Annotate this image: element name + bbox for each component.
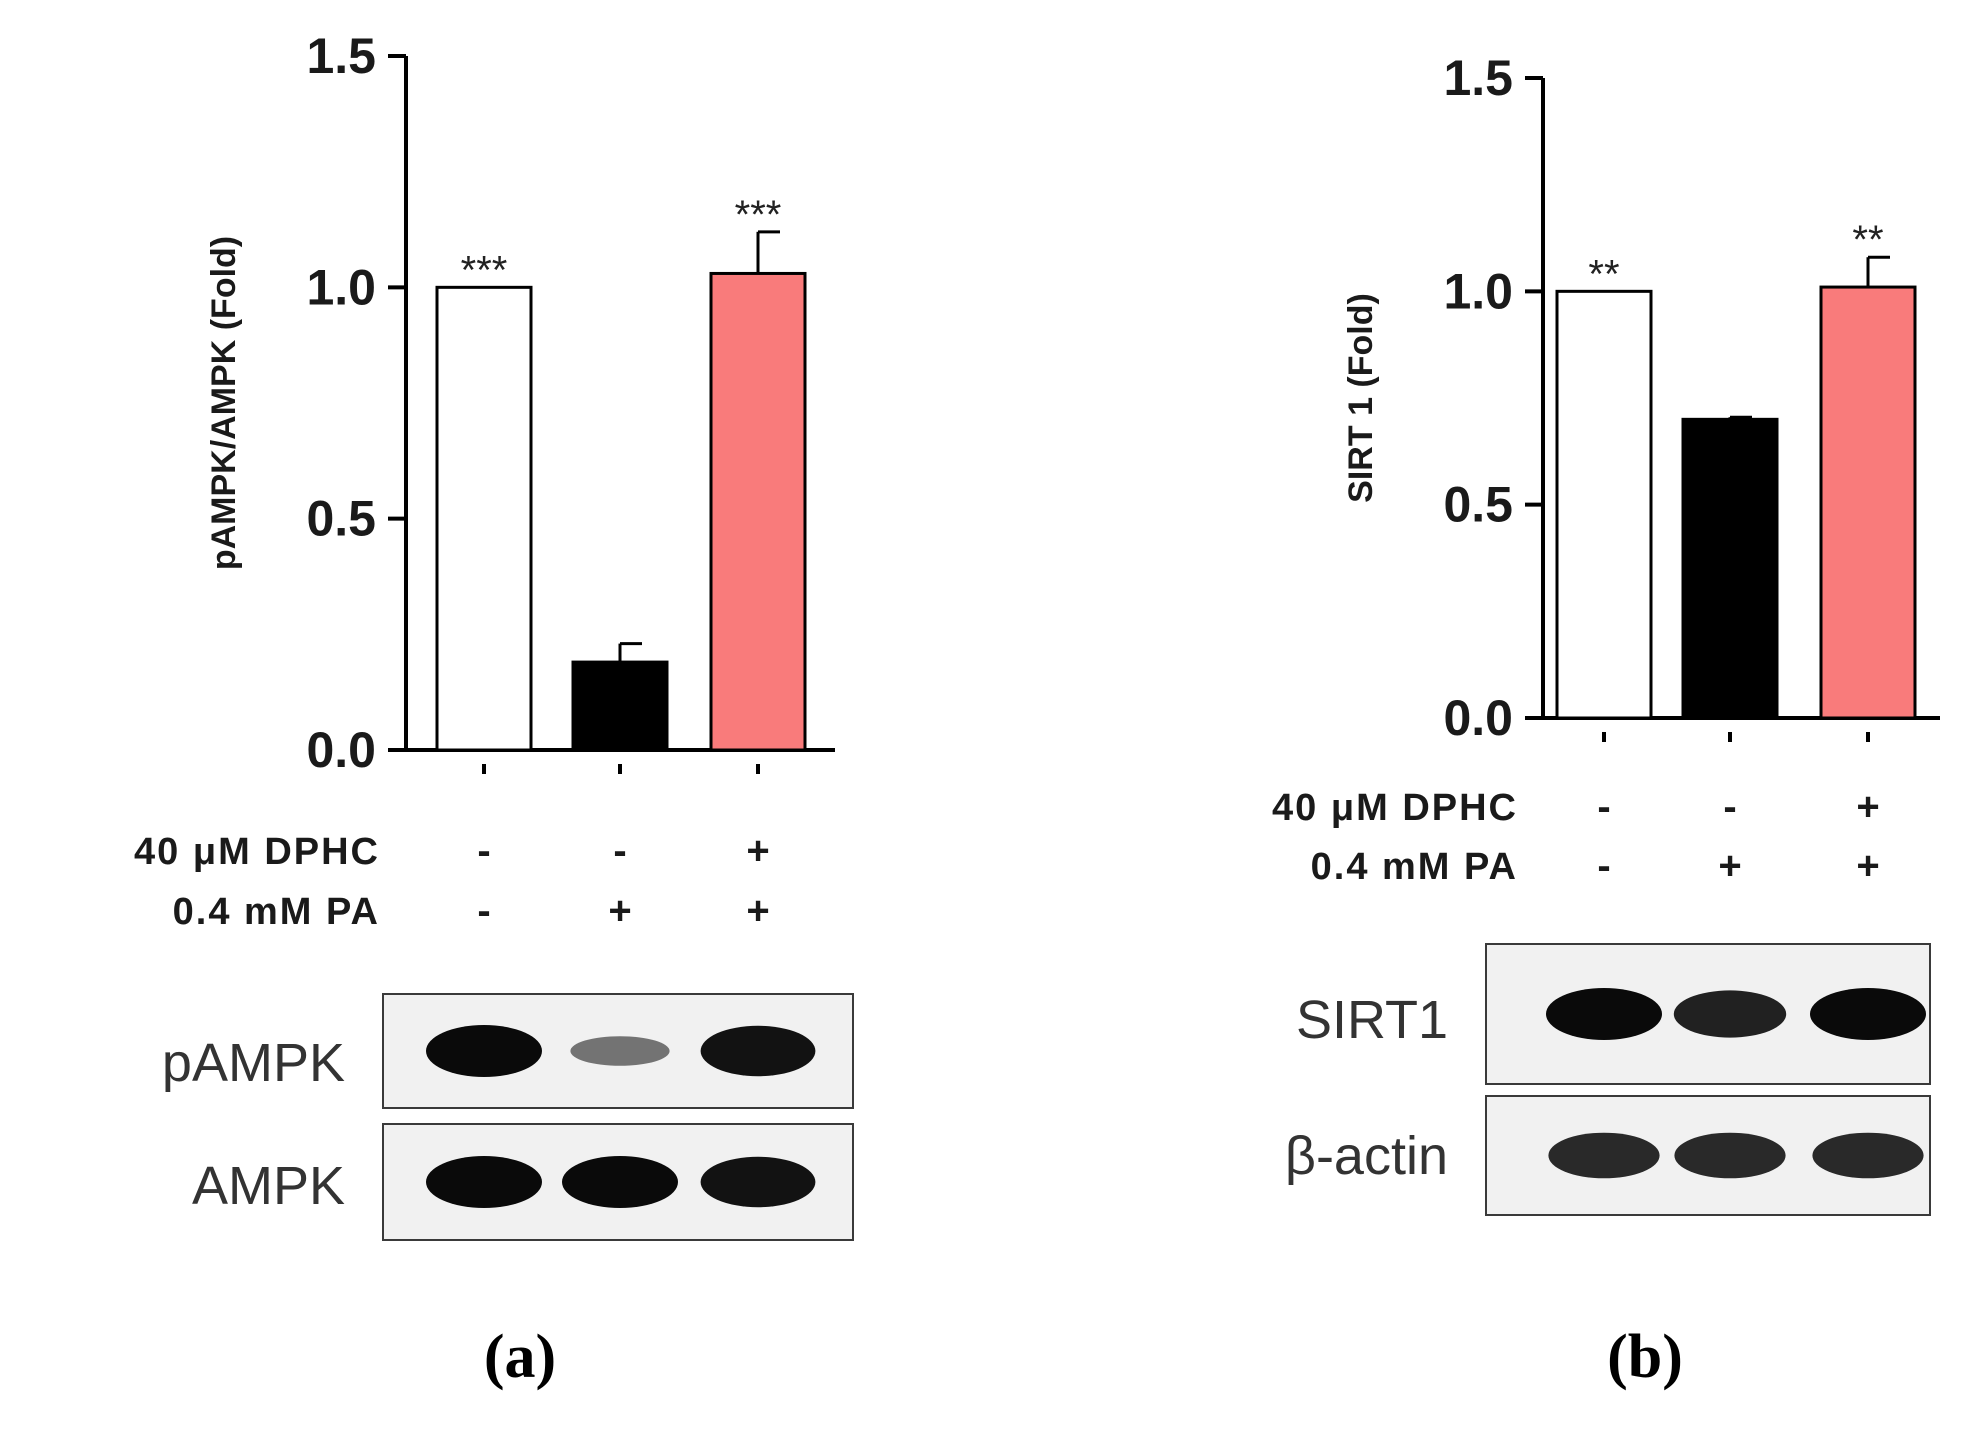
treatment-label: 40 μM DPHC	[134, 831, 380, 873]
significance-label: ***	[461, 248, 508, 292]
panel-b: 0.0 0.5 1.0 1.5 SIRT 1 (Fold) ** ** 40 μM DPHC -…	[1272, 50, 1940, 1391]
treatment-mark: +	[746, 889, 769, 933]
blot-band	[562, 1156, 678, 1208]
y-tick-label: 1.0	[1443, 263, 1513, 319]
blot-label: SIRT1	[1296, 990, 1448, 1050]
blot-band	[700, 1156, 816, 1208]
treatment-mark: +	[608, 889, 631, 933]
treatment-mark: +	[746, 829, 769, 873]
significance-label: **	[1852, 218, 1883, 262]
treatment-mark: +	[1718, 844, 1741, 888]
y-axis-title: pAMPK/AMPK (Fold)	[205, 236, 243, 570]
significance-label: ***	[735, 193, 782, 237]
bar	[571, 660, 669, 752]
panel-label: (b)	[1607, 1323, 1683, 1391]
treatment-label: 0.4 mM PA	[173, 891, 380, 933]
blot-band	[700, 1025, 816, 1077]
blot-band	[570, 1036, 670, 1066]
bar	[709, 271, 807, 752]
panel-label: (a)	[484, 1323, 556, 1391]
y-tick-label: 1.5	[1443, 50, 1513, 106]
panel-a: 0.0 0.5 1.0 1.5 pAMPK/AMPK (Fold) *** *** 40 μM…	[134, 28, 854, 1391]
treatment-mark: +	[1856, 785, 1879, 829]
blot-band	[1810, 988, 1926, 1040]
treatment-mark: -	[1597, 785, 1610, 829]
y-tick-label: 0.0	[1443, 690, 1513, 746]
y-tick-label: 0.5	[306, 491, 376, 547]
treatment-mark: -	[477, 829, 490, 873]
blot-band	[1546, 988, 1662, 1040]
y-tick-label: 0.5	[1443, 477, 1513, 533]
treatment-mark: -	[1597, 844, 1610, 888]
treatment-label: 40 μM DPHC	[1272, 787, 1518, 829]
blot-band	[426, 1025, 542, 1077]
y-tick-label: 1.5	[306, 28, 376, 84]
treatment-mark: -	[477, 889, 490, 933]
blot-label: β-actin	[1285, 1126, 1448, 1186]
bar	[435, 285, 533, 752]
blot-band	[426, 1156, 542, 1208]
blot-band	[1674, 1132, 1786, 1179]
bar	[1681, 417, 1779, 720]
treatment-mark: -	[613, 829, 626, 873]
blot-label: AMPK	[192, 1156, 345, 1216]
treatment-mark: -	[1723, 785, 1736, 829]
treatment-label: 0.4 mM PA	[1311, 846, 1518, 888]
significance-label: **	[1588, 252, 1619, 296]
blot-band	[1673, 990, 1787, 1038]
bar	[1819, 285, 1917, 720]
bar	[1555, 289, 1653, 720]
blot-band	[1812, 1132, 1924, 1179]
blot-band	[1548, 1132, 1660, 1179]
y-axis-title: SIRT 1 (Fold)	[1342, 293, 1380, 503]
treatment-mark: +	[1856, 844, 1879, 888]
blot-label: pAMPK	[162, 1033, 345, 1093]
y-tick-label: 0.0	[306, 722, 376, 778]
y-tick-label: 1.0	[306, 259, 376, 315]
